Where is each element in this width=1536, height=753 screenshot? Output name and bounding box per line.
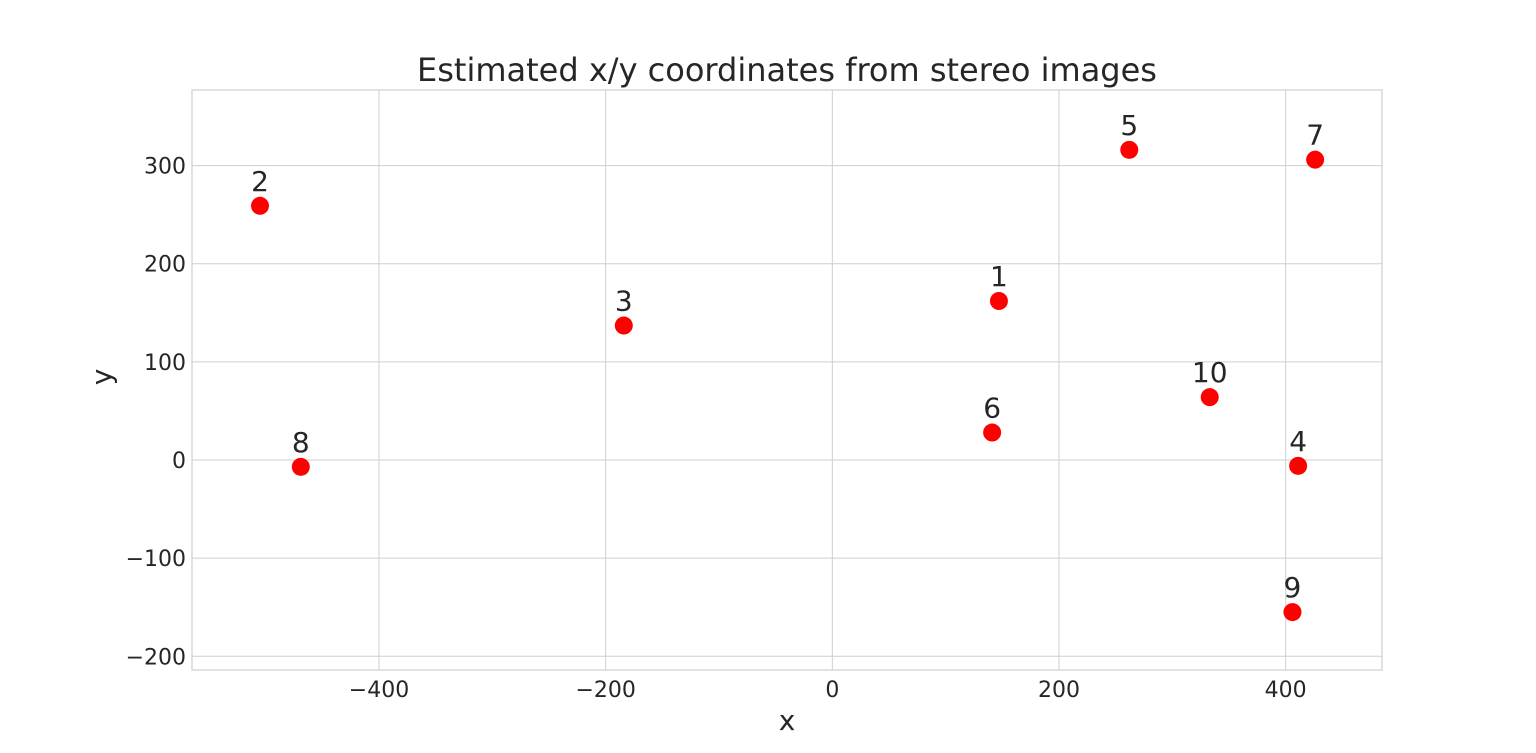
data-point-label: 9: [1284, 571, 1302, 604]
data-point-label: 2: [251, 165, 269, 198]
y-axis-label: y: [85, 369, 118, 386]
data-point-marker: [291, 457, 310, 476]
data-point-label: 6: [983, 392, 1001, 425]
data-point-marker: [983, 423, 1002, 442]
x-tick-label: −400: [349, 678, 409, 703]
data-point-label: 7: [1306, 119, 1324, 152]
data-point-marker: [1289, 456, 1308, 475]
data-point-marker: [989, 291, 1008, 310]
data-point-label: 5: [1120, 109, 1138, 142]
x-tick-label: 0: [825, 678, 839, 703]
y-tick-label: 100: [144, 351, 186, 376]
data-point-label: 1: [990, 260, 1008, 293]
x-axis-ticks: −400 −200 0 200 400: [349, 678, 1307, 703]
grid-lines: [192, 90, 1382, 670]
chart-title: Estimated x/y coordinates from stereo im…: [417, 51, 1157, 89]
y-tick-label: 200: [144, 253, 186, 278]
data-point-marker: [1200, 388, 1219, 407]
data-point-label: 3: [615, 285, 633, 318]
x-tick-label: 200: [1038, 678, 1080, 703]
data-point-label: 10: [1192, 356, 1228, 389]
data-point-marker: [251, 196, 269, 215]
x-tick-label: 400: [1265, 678, 1307, 703]
y-tick-label: −100: [126, 547, 186, 572]
data-point-marker: [1306, 150, 1325, 169]
data-point-label: 8: [292, 426, 310, 459]
plot-frame: [191, 89, 1383, 671]
y-tick-label: −200: [126, 645, 186, 670]
y-axis-ticks: −200 −100 0 100 200 300: [126, 155, 186, 671]
y-tick-label: 300: [144, 155, 186, 180]
data-point-marker: [614, 316, 633, 335]
x-tick-label: −200: [575, 678, 635, 703]
data-point-marker: [1120, 140, 1139, 159]
data-points: 1 2 3 4 5 6 7 8 9 10: [251, 109, 1325, 622]
y-tick-label: 0: [172, 449, 186, 474]
x-axis-label: x: [779, 704, 796, 737]
data-point-label: 4: [1289, 425, 1307, 458]
data-point-marker: [1283, 603, 1302, 622]
